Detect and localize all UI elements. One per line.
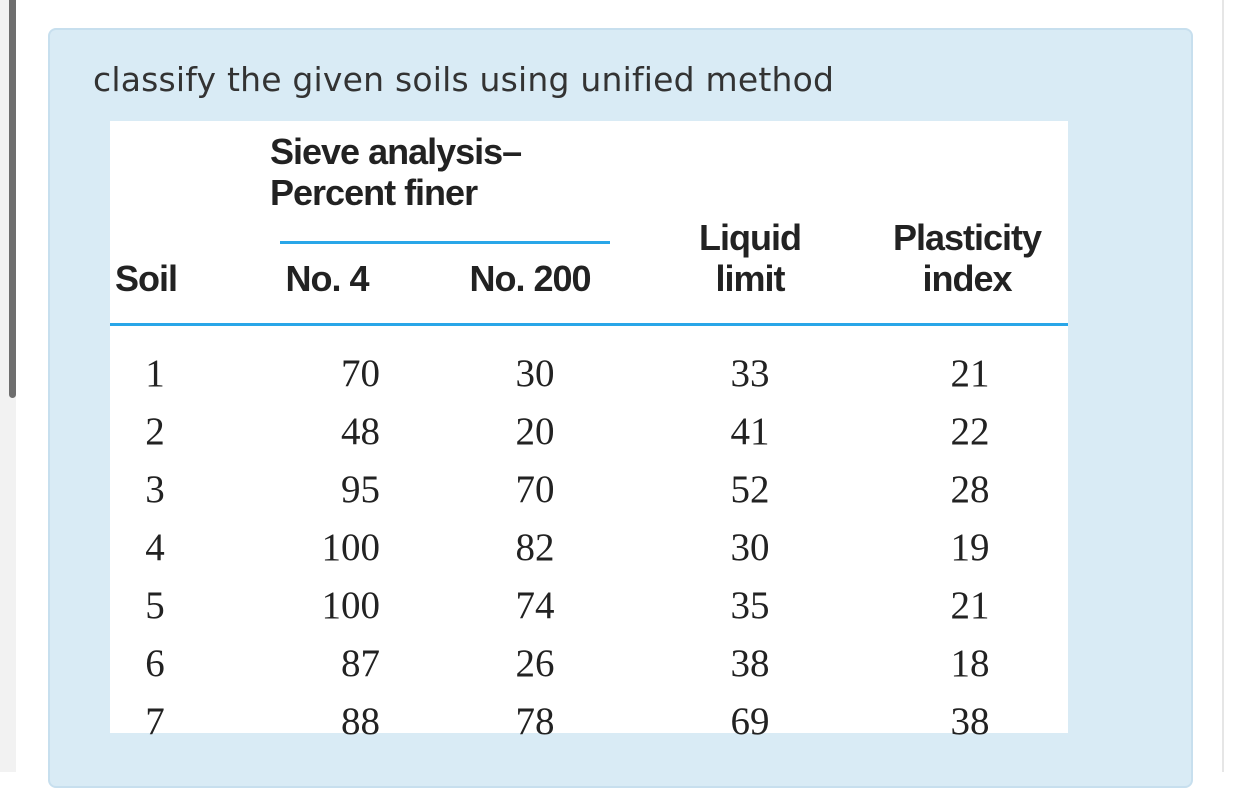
soil-data-table: Sieve analysis– Percent finer Soil No. 4…: [110, 121, 1068, 733]
table-cell: 20: [515, 410, 555, 453]
header-plasticity-index: Plasticity index: [872, 217, 1062, 299]
table-cell: 41: [730, 410, 770, 453]
column-plasticity-index: 21 22 28 19 21 18 38: [925, 345, 1015, 751]
table-cell: 70: [515, 468, 555, 511]
table-cell: 100: [321, 526, 381, 569]
header-sieve-line-2: Percent finer: [270, 172, 478, 213]
header-plasticity-line-1: Plasticity: [892, 217, 1042, 258]
table-cell: 1: [145, 352, 165, 395]
table-cell: 7: [145, 700, 165, 743]
header-liquid-line-2: limit: [715, 258, 785, 299]
table-cell: 26: [515, 642, 555, 685]
table-cell: 21: [950, 352, 990, 395]
header-rule: [110, 323, 1068, 326]
table-cell: 100: [321, 584, 381, 627]
table-cell: 88: [341, 700, 380, 743]
column-liquid-limit: 33 41 52 30 35 38 69: [705, 345, 795, 751]
table-cell: 82: [515, 526, 555, 569]
table-cell: 18: [950, 642, 990, 685]
table-cell: 78: [515, 700, 555, 743]
table-cell: 5: [145, 584, 165, 627]
scrollbar-track[interactable]: [0, 0, 16, 772]
column-no200: 30 20 70 82 74 26 78: [490, 345, 580, 751]
table-cell: 48: [341, 410, 380, 453]
header-soil: Soil: [114, 258, 178, 299]
table-cell: 30: [515, 352, 555, 395]
table-cell: 30: [730, 526, 770, 569]
column-no4: 70 48 95 100 100 87 88: [280, 345, 381, 751]
header-liquid-line-1: Liquid: [699, 217, 802, 258]
header-plasticity-line-2: index: [922, 258, 1012, 299]
table-cell: 95: [341, 468, 380, 511]
question-text: classify the given soils using unified m…: [93, 60, 835, 99]
page-divider: [1222, 0, 1224, 772]
table-cell: 21: [950, 584, 990, 627]
table-cell: 74: [515, 584, 555, 627]
header-sieve-line-1: Sieve analysis–: [270, 131, 522, 172]
table-cell: 38: [730, 642, 770, 685]
table-cell: 38: [950, 700, 990, 743]
table-cell: 22: [950, 410, 990, 453]
header-liquid-limit: Liquid limit: [685, 217, 815, 299]
group-header-rule: [280, 241, 610, 244]
table-cell: 2: [145, 410, 165, 453]
table-cell: 6: [145, 642, 165, 685]
header-no200: No. 200: [469, 258, 591, 299]
table-cell: 33: [730, 352, 770, 395]
table-cell: 3: [145, 468, 165, 511]
header-sieve-analysis: Sieve analysis– Percent finer: [270, 131, 522, 213]
column-soil: 1 2 3 4 5 6 7: [130, 345, 180, 751]
table-cell: 19: [950, 526, 990, 569]
table-cell: 87: [341, 642, 380, 685]
scrollbar-thumb[interactable]: [9, 0, 16, 398]
table-cell: 69: [730, 700, 770, 743]
table-cell: 4: [145, 526, 165, 569]
table-cell: 35: [730, 584, 770, 627]
table-cell: 28: [950, 468, 990, 511]
table-cell: 52: [730, 468, 770, 511]
header-no4: No. 4: [285, 258, 369, 299]
table-cell: 70: [341, 352, 380, 395]
